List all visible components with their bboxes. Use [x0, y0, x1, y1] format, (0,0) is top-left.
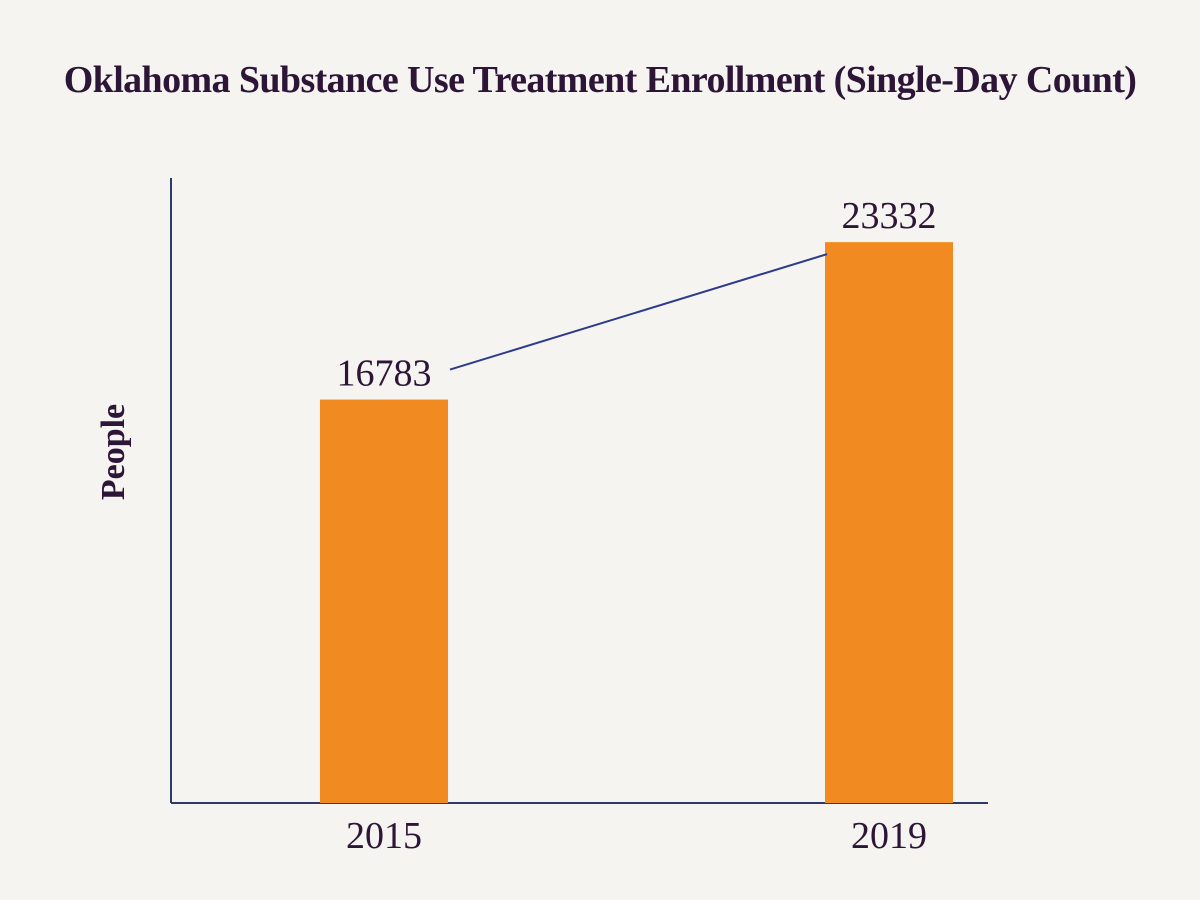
x-tick-label-2015: 2015 — [346, 815, 422, 857]
y-axis-label: People — [95, 404, 132, 500]
data-label-2015: 16783 — [337, 353, 432, 395]
data-label-2019: 23332 — [842, 195, 937, 237]
chart-marks: 16783 2015 23332 2019 — [320, 195, 953, 857]
bar-2015 — [320, 399, 448, 803]
trend-line — [449, 253, 828, 371]
x-tick-label-2019: 2019 — [851, 815, 927, 857]
bar-2019 — [825, 242, 953, 803]
chart-title: Oklahoma Substance Use Treatment Enrollm… — [63, 59, 1137, 101]
